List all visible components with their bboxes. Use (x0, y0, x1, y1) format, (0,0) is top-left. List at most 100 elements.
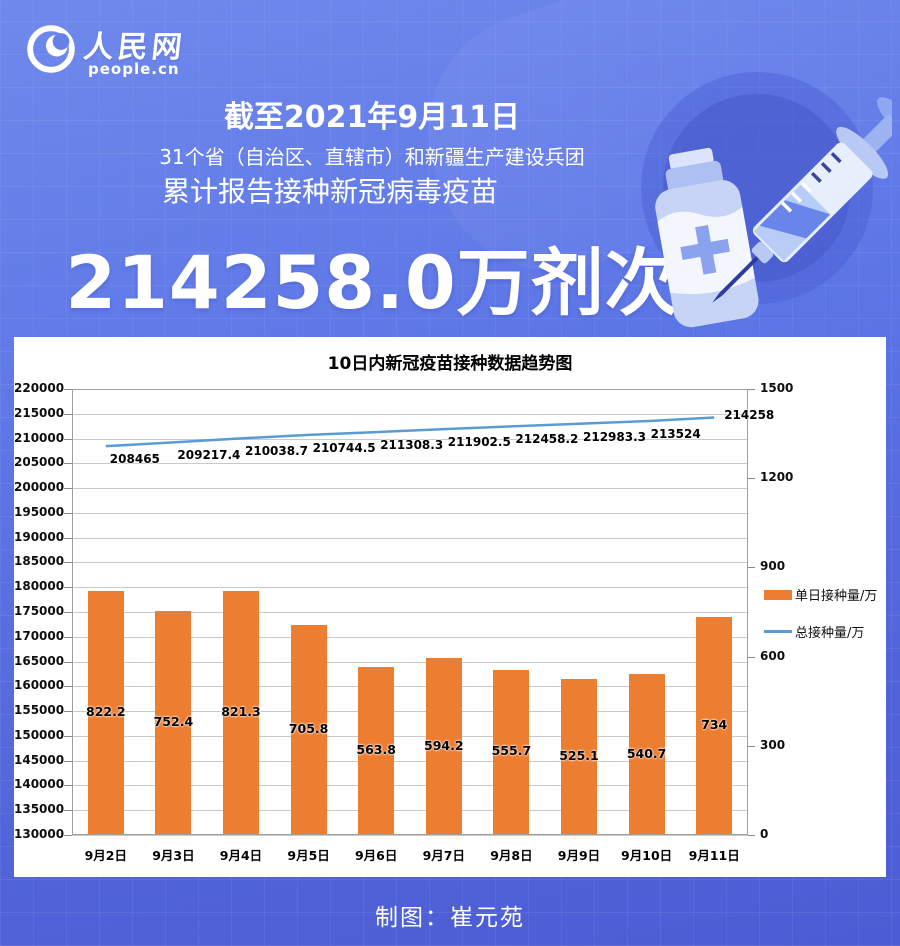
left-axis-tick-label: 140000 (14, 777, 65, 792)
right-axis-tick-label: 300 (760, 737, 786, 752)
plot-gridline (72, 537, 748, 539)
plot-gridline (72, 711, 748, 713)
left-axis-tick (64, 835, 72, 836)
plot-gridline (72, 835, 748, 836)
left-axis-tick (64, 537, 72, 539)
cumulative-doses-number: 214258.0万剂次 (65, 241, 679, 326)
x-axis-label: 9月4日 (219, 848, 263, 863)
plot-gridline (72, 686, 748, 688)
plot-gridline (72, 810, 748, 812)
bar-9月4日 (223, 590, 259, 835)
bar-value-label: 525.1 (559, 747, 599, 763)
left-axis-tick-label: 175000 (14, 604, 65, 618)
bar-9月7日 (425, 658, 462, 835)
left-axis-tick (64, 735, 72, 737)
bar-9月6日 (358, 667, 395, 835)
left-axis-tick-label: 220000 (14, 381, 65, 395)
right-axis-tick (748, 835, 755, 836)
legend-item-daily: 单日接种量/万 (764, 585, 884, 604)
bar-value-label: 705.8 (288, 721, 329, 737)
x-axis-label: 9月11日 (688, 848, 740, 863)
plot-gridline (72, 636, 748, 638)
left-axis-tick (64, 686, 72, 688)
line-value-label: 210744.5 (312, 440, 376, 455)
left-axis-tick (64, 562, 72, 564)
logo-domain-text: people.cn (88, 60, 180, 78)
x-axis-label: 9月6日 (354, 848, 398, 863)
line-value-label: 208465 (109, 452, 160, 467)
left-axis-tick (64, 760, 72, 762)
line-value-label: 212458.2 (515, 432, 579, 447)
x-axis-label: 9月8日 (490, 848, 533, 863)
plot-gridline (72, 760, 748, 762)
left-axis-tick-label: 195000 (14, 504, 65, 519)
left-axis-tick-label: 135000 (14, 802, 65, 817)
left-axis-tick-label: 130000 (14, 827, 65, 841)
bar-value-label: 822.2 (86, 703, 126, 719)
bar-9月5日 (290, 625, 327, 835)
left-axis-tick (64, 636, 72, 638)
chart-legend: 单日接种量/万 总接种量/万 (764, 585, 884, 659)
bar-value-label: 594.2 (424, 737, 464, 753)
left-axis-tick-label: 165000 (14, 653, 65, 668)
plot-gridline (72, 562, 748, 564)
legend-daily-label: 单日接种量/万 (795, 589, 878, 604)
header-scope-line: 31个省（自治区、直辖市）和新疆生产建设兵团 (159, 145, 585, 169)
left-axis-tick-label: 205000 (14, 455, 65, 470)
right-axis-tick (748, 389, 755, 390)
line-value-label: 211902.5 (447, 435, 511, 450)
left-axis-tick (64, 463, 72, 465)
x-axis-label: 9月2日 (84, 848, 127, 863)
left-axis-tick (64, 711, 72, 713)
bar-value-label: 563.8 (356, 742, 396, 758)
x-axis-label: 9月5日 (287, 848, 330, 863)
right-axis-tick-label: 600 (760, 648, 786, 663)
x-axis-label: 9月10日 (621, 848, 673, 863)
left-axis-tick (64, 488, 72, 490)
people-cn-logo: 人民网 people.cn (26, 20, 226, 86)
right-axis-tick-label: 1500 (760, 381, 794, 395)
plot-gridline (72, 463, 748, 465)
bar-9月3日 (155, 611, 192, 835)
plot-gridline (72, 785, 748, 787)
left-axis-tick (64, 612, 72, 613)
total-doses-line (105, 416, 715, 448)
left-axis-tick-label: 150000 (14, 727, 65, 742)
left-axis-tick-label: 185000 (14, 554, 65, 569)
left-axis-tick (64, 438, 72, 440)
plot-gridline (72, 488, 748, 490)
legend-bar-swatch-icon (764, 589, 792, 600)
left-axis-tick (64, 413, 72, 415)
bar-9月2日 (87, 590, 124, 835)
syringe-icon (712, 97, 892, 303)
left-axis-tick-label: 210000 (14, 430, 65, 445)
left-axis-tick-label: 170000 (14, 628, 65, 643)
left-axis-tick-label: 190000 (14, 529, 65, 544)
line-path (105, 416, 715, 448)
bar-value-label: 734 (701, 716, 728, 732)
bar-9月10日 (628, 674, 665, 835)
plot-gridline (72, 661, 748, 663)
bar-value-label: 555.7 (491, 743, 532, 759)
legend-line-swatch-icon (764, 630, 792, 633)
header-subject-line: 累计报告接种新冠病毒疫苗 (161, 175, 498, 208)
plot-gridline (72, 612, 748, 613)
line-value-label: 211308.3 (380, 438, 444, 453)
right-axis-tick-label: 1200 (760, 470, 794, 485)
credit-line: 制图：崔元苑 (375, 905, 525, 931)
plot-gridline (72, 587, 748, 589)
left-axis-tick-label: 160000 (14, 678, 65, 693)
plot-area-border (72, 389, 748, 835)
left-axis-tick (64, 661, 72, 663)
right-axis-tick-label: 900 (760, 559, 786, 574)
bar-9月11日 (696, 616, 733, 835)
chart-panel: 10日内新冠疫苗接种数据趋势图 130000 135000 140000 145000… (14, 337, 886, 877)
right-axis-tick (748, 745, 755, 747)
plot-gridline (72, 512, 748, 514)
left-axis-tick-label: 215000 (14, 405, 65, 420)
right-axis-tick (748, 656, 755, 658)
plot-gridline (72, 413, 748, 415)
left-axis-tick-label: 145000 (14, 752, 65, 767)
left-axis-tick (64, 389, 72, 390)
